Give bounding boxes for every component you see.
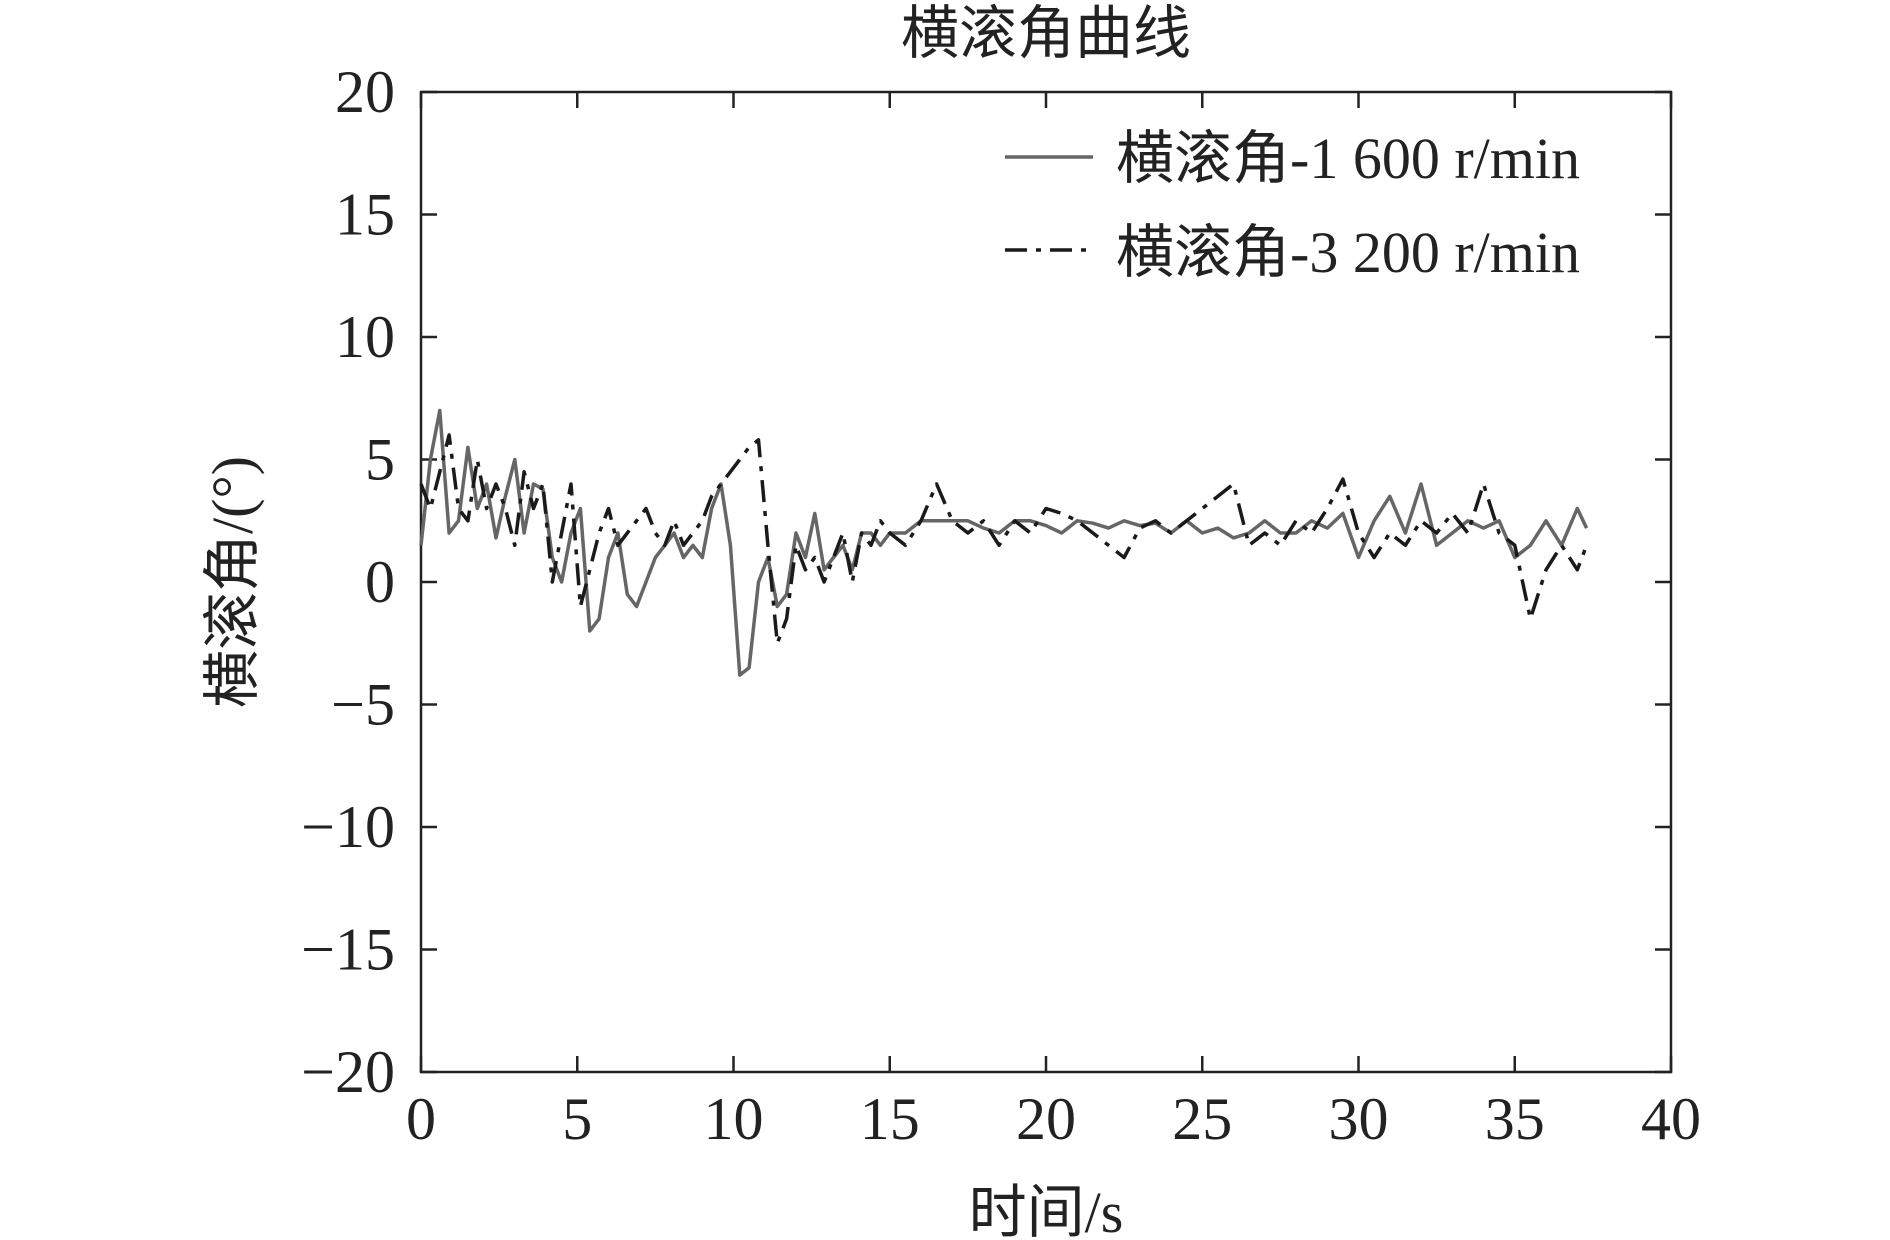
legend: 横滚角-1 600 r/min 横滚角-3 200 r/min [1005,126,1580,285]
x-tick-label: 10 [704,1086,764,1152]
x-axis-ticks: 0 5 10 15 20 25 30 35 40 [406,92,1701,1152]
y-tick-label: 15 [335,182,395,248]
y-tick-label: 0 [365,549,395,615]
x-axis-title: 时间/s [969,1180,1124,1240]
x-tick-label: 35 [1485,1086,1545,1152]
legend-label-series-2: 横滚角-3 200 r/min [1116,220,1580,285]
series-line-2 [419,433,1589,646]
y-tick-label: 10 [335,304,395,370]
y-tick-label: 20 [335,59,395,125]
series-layer [419,408,1589,677]
y-tick-label: −15 [301,917,395,983]
x-tick-label: 0 [406,1086,436,1152]
x-tick-label: 25 [1172,1086,1232,1152]
series-line-1 [419,408,1589,677]
x-tick-label: 20 [1016,1086,1076,1152]
y-tick-label: −10 [301,794,395,860]
y-axis-title: 横滚角/(°) [200,456,265,708]
x-tick-label: 40 [1641,1086,1701,1152]
x-tick-label: 30 [1329,1086,1389,1152]
y-tick-label: −5 [331,672,395,738]
x-tick-label: 15 [860,1086,920,1152]
y-tick-label: −20 [301,1039,395,1105]
legend-label-series-1: 横滚角-1 600 r/min [1116,126,1580,191]
x-tick-label: 5 [562,1086,592,1152]
y-axis-ticks: 20 15 10 5 0 −5 −10 −15 −20 [301,59,1671,1105]
y-tick-label: 5 [365,427,395,493]
chart-title: 横滚角曲线 [901,1,1191,66]
